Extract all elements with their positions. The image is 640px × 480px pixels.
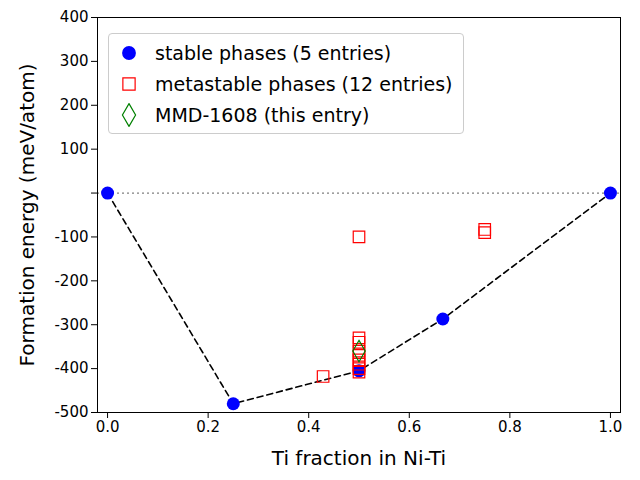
svg-text:100: 100: [60, 140, 89, 158]
svg-text:0.2: 0.2: [196, 418, 220, 436]
svg-text:-200: -200: [54, 272, 88, 290]
svg-text:-100: -100: [54, 228, 88, 246]
svg-text:Ti fraction in Ni-Ti: Ti fraction in Ni-Ti: [271, 446, 446, 470]
svg-text:-500: -500: [54, 403, 88, 421]
svg-text:400: 400: [60, 8, 89, 26]
svg-text:-300: -300: [54, 316, 88, 334]
html-text:stable phases (5 entries): stable phases (5 entries): [155, 41, 392, 64]
html-text:MMD-1608 (this entry): MMD-1608 (this entry): [155, 103, 370, 126]
svg-text:Formation energy (meV/atom): Formation energy (meV/atom): [15, 64, 39, 367]
svg-text:0.4: 0.4: [297, 418, 321, 436]
svg-text:0.6: 0.6: [397, 418, 421, 436]
html-text:metastable phases (12 entries): metastable phases (12 entries): [155, 72, 453, 95]
svg-text:0.0: 0.0: [96, 418, 120, 436]
svg-text:-400: -400: [54, 359, 88, 377]
svg-text:200: 200: [60, 96, 89, 114]
svg-text:1.0: 1.0: [599, 418, 623, 436]
svg-text:300: 300: [60, 52, 89, 70]
svg-text:0.8: 0.8: [498, 418, 522, 436]
